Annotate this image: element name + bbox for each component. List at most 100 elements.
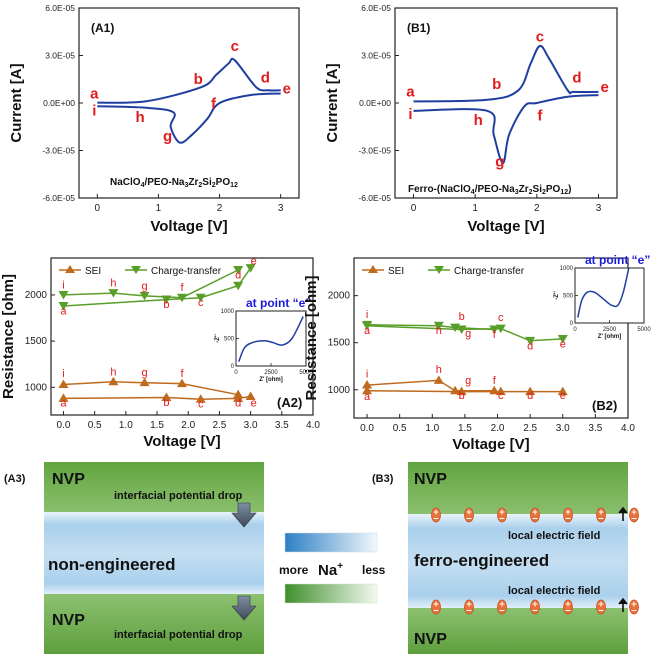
panel-b1-cv-chart: 6.0E-05 3.0E-05 0.0E+00 -3.0E-05 -6.0E-05 0 1 2… <box>324 3 618 235</box>
point-label-d: d <box>261 69 270 86</box>
point-label-i: i <box>62 368 64 380</box>
plot-frame <box>50 257 314 416</box>
x-axis-label: Voltage [V] <box>143 433 220 450</box>
nvp-top-label: NVP <box>414 471 447 488</box>
charge-transfer-marker <box>139 291 150 301</box>
point-label-f: f <box>493 375 497 387</box>
plot-frame <box>394 7 618 199</box>
potential-drop-label-top: interfacial potential drop <box>114 490 243 502</box>
panel-label-b3: (B3) <box>372 473 394 485</box>
charge-transfer-marker <box>177 293 187 303</box>
y-tick-label: 0.0E+00 <box>359 98 391 108</box>
panel-a3-schematic: (A3) NVP interfacial potential drop non-… <box>4 462 264 654</box>
point-label-i: i <box>62 279 64 291</box>
point-label-i: i <box>366 309 368 321</box>
field-arrow-bottom-icon <box>618 597 628 612</box>
x-tick-label: 0.0 <box>57 420 71 431</box>
x-tick-label: 1.5 <box>458 423 472 434</box>
x-tick-label: 0 <box>95 203 101 214</box>
legend-more-label: more <box>279 563 309 577</box>
point-label-e: e <box>560 338 566 350</box>
point-label-i: i <box>408 106 412 123</box>
dipole-row-bottom <box>431 599 639 615</box>
point-label-b: b <box>194 71 203 88</box>
point-label-f: f <box>180 368 184 380</box>
point-label-f: f <box>493 329 497 341</box>
sei-marker <box>489 385 500 395</box>
nvp-bottom-label: NVP <box>52 612 85 629</box>
x-tick-label: 1.5 <box>150 420 164 431</box>
x-tick-label: 3.5 <box>588 423 602 434</box>
y-tick-label: 1000 <box>328 385 351 396</box>
y-tick-label: 3.0E-05 <box>45 51 75 61</box>
series-line <box>63 381 239 396</box>
x-tick-label: 3 <box>596 203 602 214</box>
x-tick-label: 3.5 <box>275 420 289 431</box>
point-label-h: h <box>110 366 116 378</box>
point-label-b: b <box>459 390 465 402</box>
charge-transfer-marker <box>525 336 536 346</box>
x-tick-label: 0 <box>411 203 417 214</box>
legend-sei-marker <box>65 265 75 273</box>
charge-transfer-marker <box>557 334 568 344</box>
inset-y-tick-label: 1000 <box>221 309 235 315</box>
y-tick-label: 1500 <box>328 338 351 349</box>
point-label-a: a <box>60 398 67 410</box>
x-tick-label: 2.5 <box>212 420 226 431</box>
y-tick-label: -3.0E-05 <box>42 146 75 156</box>
charge-transfer-marker <box>108 289 119 298</box>
point-label-h: h <box>110 278 116 290</box>
point-label-c: c <box>498 390 504 402</box>
forward-scan-curve <box>413 44 599 103</box>
legend-less-label: less <box>362 563 386 577</box>
series-line <box>63 395 251 401</box>
point-label-g: g <box>465 328 471 340</box>
inset-x-label: Z' [ohm] <box>259 377 282 383</box>
point-label-e: e <box>560 390 566 402</box>
legend-sei-label: SEI <box>388 266 404 277</box>
point-label-g: g <box>495 153 504 170</box>
panel-label-a3: (A3) <box>4 473 26 485</box>
point-label-b: b <box>163 397 169 409</box>
y-tick-label: -6.0E-05 <box>42 193 75 203</box>
charge-transfer-marker <box>58 302 69 311</box>
y-tick-label: -3.0E-05 <box>358 146 391 156</box>
formula-b1: Ferro-(NaClO4/PEO-Na3Zr2Si2PO12) <box>408 184 571 196</box>
point-label-h: h <box>474 112 483 129</box>
y-tick-label: 2000 <box>328 291 351 302</box>
inset-nyquist-curve <box>577 267 630 318</box>
inset-y-label: -Z'' <box>554 291 560 300</box>
point-label-a: a <box>90 85 99 102</box>
x-tick-label: 0.5 <box>88 420 102 431</box>
charge-transfer-marker <box>450 323 461 333</box>
panel-b2-resistance-chart: 1000 1500 2000 0.0 0.5 1.0 1.5 2.0 2.5 3.0 3.5 4.0 V… <box>303 253 651 453</box>
point-label-d: d <box>527 340 533 352</box>
local-field-label-bottom: local electric field <box>508 585 600 597</box>
sei-marker <box>139 377 150 387</box>
point-label-g: g <box>142 367 148 379</box>
inset-x-tick-label: 5000 <box>299 370 313 376</box>
formula-b1-text: Ferro-(NaClO4/PEO-Na3Zr2Si2PO12) <box>408 184 571 196</box>
na-concentration-legend: more Na+ less <box>279 532 386 604</box>
panel-b3-schematic: (B3) NVP local electric field ferro-engi… <box>372 462 639 654</box>
sei-marker <box>233 389 244 399</box>
inset-title: at point “e” <box>246 296 311 310</box>
point-label-e: e <box>251 255 257 267</box>
point-label-i: i <box>92 103 96 120</box>
sei-marker <box>525 386 536 396</box>
sei-marker <box>161 392 172 401</box>
point-label-d: d <box>235 398 241 410</box>
inset-y-tick-label: 500 <box>563 294 574 300</box>
point-label-g: g <box>142 280 148 292</box>
inset-y-label: -Z'' <box>215 334 221 343</box>
inset-frame <box>574 267 645 324</box>
series-line <box>366 379 495 392</box>
legend-ct-marker <box>131 266 141 274</box>
x-tick-label: 1.0 <box>425 423 439 434</box>
x-tick-label: 2.5 <box>523 423 537 434</box>
nvp-top-layer <box>408 462 628 516</box>
forward-scan-curve <box>97 57 281 104</box>
x-tick-label: 3.0 <box>244 420 258 431</box>
panel-a2-resistance-chart: 1000 1500 2000 0.0 0.5 1.0 1.5 2.0 2.5 3.0 3.5 4.0 V… <box>0 255 320 450</box>
